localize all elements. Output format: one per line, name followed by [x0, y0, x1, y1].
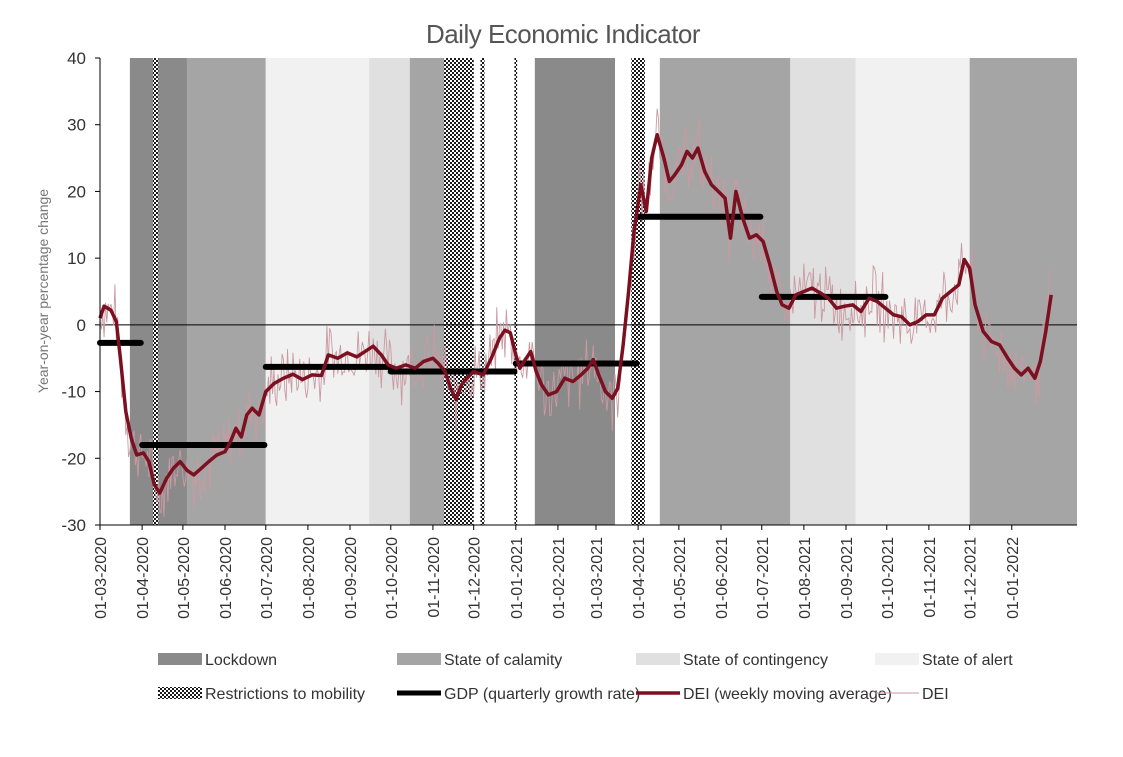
legend-item-dei: DEI — [875, 686, 949, 703]
restriction-period — [631, 58, 645, 525]
legend-item-gdp: GDP (quarterly growth rate) — [397, 686, 640, 703]
axes — [99, 58, 1077, 526]
legend-item-state-of-calamity: State of calamity — [397, 652, 562, 669]
region-lockdown — [534, 58, 615, 525]
x-tick-label: 01-03-2021 — [589, 537, 606, 619]
x-axis-ticks: 01-03-2020 01-04-2020 01-05-2020 01-06-2020… — [93, 525, 1022, 619]
legend-swatch — [875, 653, 919, 665]
legend-label: GDP (quarterly growth rate) — [444, 686, 640, 703]
region-state-of-calamity — [969, 58, 1077, 525]
y-tick-label: 20 — [67, 182, 86, 201]
x-tick-label: 01-06-2021 — [714, 537, 731, 619]
chart-title: Daily Economic Indicator — [426, 19, 701, 49]
y-tick-label: -20 — [61, 449, 86, 468]
x-tick-label: 01-11-2020 — [426, 537, 443, 618]
restriction-period — [480, 58, 485, 525]
dei-ma-line — [98, 132, 1053, 495]
x-tick-label: 01-07-2020 — [259, 537, 276, 619]
y-tick-label: -30 — [61, 516, 86, 535]
x-tick-label: 01-09-2020 — [343, 537, 360, 619]
y-axis-label: Year-on-year percentage change — [35, 189, 51, 393]
legend-item-state-of-alert: State of alert — [875, 652, 1013, 669]
y-tick-label: 30 — [67, 116, 86, 135]
region-state-of-contingency — [369, 58, 410, 525]
legend-label: State of contingency — [683, 652, 828, 669]
legend-item-restrictions: Restrictions to mobility — [158, 686, 365, 703]
legend-swatch — [636, 653, 680, 665]
x-tick-label: 01-02-2021 — [551, 537, 568, 619]
x-tick-label: 01-01-2022 — [1005, 537, 1022, 619]
x-tick-label: 01-04-2021 — [631, 537, 648, 619]
legend-swatch — [158, 687, 202, 699]
legend-label: State of alert — [922, 652, 1013, 669]
x-tick-label: 01-05-2021 — [672, 537, 689, 619]
legend-swatch — [397, 653, 441, 665]
x-tick-label: 01-06-2020 — [218, 537, 235, 619]
y-axis-ticks: -30 -20 -10 0 10 20 30 40 — [61, 49, 100, 535]
x-tick-label: 01-08-2020 — [301, 537, 318, 619]
dei-ma-series — [98, 132, 1053, 495]
y-tick-label: 40 — [67, 49, 86, 68]
legend-item-state-of-contingency: State of contingency — [636, 652, 828, 669]
x-tick-label: 01-09-2021 — [839, 537, 856, 619]
y-tick-label: -10 — [61, 383, 86, 402]
y-tick-label: 10 — [67, 249, 86, 268]
legend-label: DEI — [922, 686, 949, 703]
legend-swatch — [158, 653, 202, 665]
x-tick-label: 01-07-2021 — [755, 537, 772, 619]
restriction-period — [152, 58, 159, 525]
regime-regions — [129, 58, 1077, 525]
legend-item-lockdown: Lockdown — [158, 652, 277, 669]
x-tick-label: 01-12-2021 — [963, 537, 980, 619]
region-state-of-alert — [265, 58, 370, 525]
mobility-restrictions — [152, 58, 645, 525]
restriction-period — [514, 58, 518, 525]
x-tick-label: 01-08-2021 — [797, 537, 814, 619]
legend-item-dei-ma: DEI (weekly moving average) — [636, 686, 892, 703]
x-tick-label: 01-04-2020 — [135, 537, 152, 619]
x-tick-label: 01-03-2020 — [93, 537, 110, 619]
legend-label: Restrictions to mobility — [205, 686, 365, 703]
legend-label: DEI (weekly moving average) — [683, 686, 892, 703]
restriction-period — [443, 58, 474, 525]
x-tick-label: 01-12-2020 — [467, 537, 484, 619]
x-tick-label: 01-11-2021 — [922, 537, 939, 618]
legend: Lockdown State of calamity State of contin… — [158, 652, 1013, 703]
x-tick-label: 01-10-2021 — [880, 537, 897, 619]
x-tick-label: 01-10-2020 — [384, 537, 401, 619]
legend-label: Lockdown — [205, 652, 277, 669]
legend-label: State of calamity — [444, 652, 562, 669]
region-state-of-calamity — [186, 58, 266, 525]
x-tick-label: 01-01-2021 — [509, 537, 526, 619]
y-tick-label: 0 — [77, 316, 86, 335]
region-state-of-calamity — [659, 58, 791, 525]
x-tick-label: 01-05-2020 — [176, 537, 193, 619]
